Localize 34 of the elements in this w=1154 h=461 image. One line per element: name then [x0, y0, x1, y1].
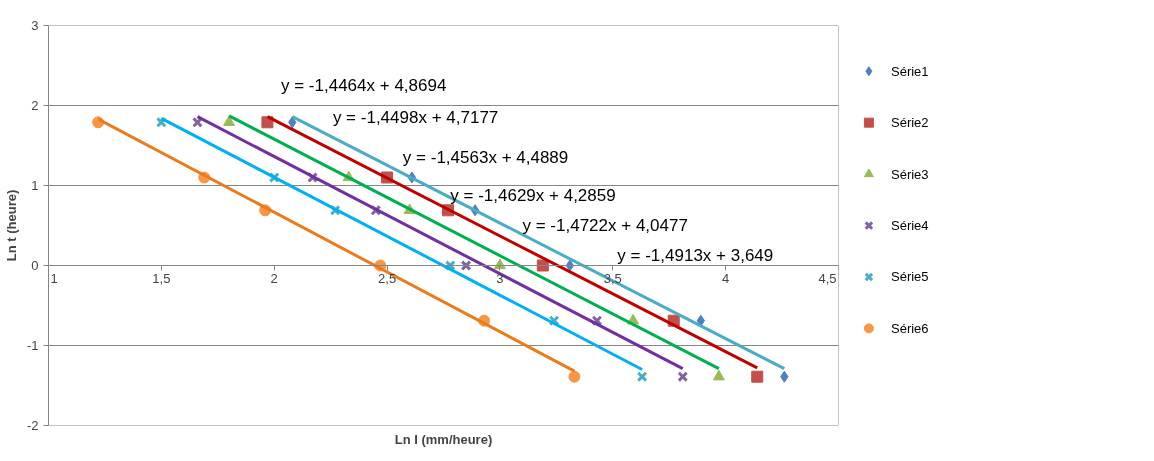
annotation: y = -1,4498x + 4,7177 — [332, 108, 499, 127]
point — [223, 115, 236, 126]
x-tick-label: 2,5 — [378, 270, 397, 286]
point — [636, 371, 648, 383]
annotation: y = -1,4464x + 4,8694 — [280, 76, 447, 95]
point — [460, 260, 472, 271]
point — [568, 370, 581, 383]
y-tick-label: 3 — [31, 18, 39, 33]
x-tick-label: 1,5 — [152, 270, 171, 286]
annotation: y = -1,4722x + 4,0477 — [522, 216, 688, 235]
x-tick-label: 4,5 — [818, 270, 837, 286]
annotation: y = -1,4913x + 3,649 — [617, 246, 774, 266]
annotation: y = -1,4563x + 4,4889 — [402, 148, 569, 167]
point — [712, 369, 725, 381]
legend-label: Série4 — [891, 218, 929, 234]
y-tick-label: -1 — [26, 338, 39, 353]
point — [751, 370, 764, 383]
x-axis-title: Ln I (mm/heure) — [394, 431, 493, 447]
point — [677, 371, 689, 383]
legend-label: Série1 — [891, 63, 929, 79]
y-tick-label: 0 — [31, 258, 39, 273]
legend-label: Série2 — [891, 115, 929, 131]
x-tick-label: 2 — [270, 270, 278, 286]
y-tick-label: 2 — [31, 98, 39, 113]
legend-label: Série3 — [891, 166, 929, 182]
x-tick-label: 3 — [496, 270, 504, 286]
x-tick-label: 4 — [722, 270, 730, 286]
y-tick-label: 1 — [31, 178, 39, 193]
legend-label: Série5 — [891, 269, 929, 285]
y-tick-label: -2 — [26, 418, 39, 433]
y-axis-title: Ln t (heure) — [3, 189, 19, 262]
point — [536, 259, 549, 272]
x-tick-label: 1 — [50, 270, 58, 286]
legend-label: Série6 — [891, 320, 929, 336]
